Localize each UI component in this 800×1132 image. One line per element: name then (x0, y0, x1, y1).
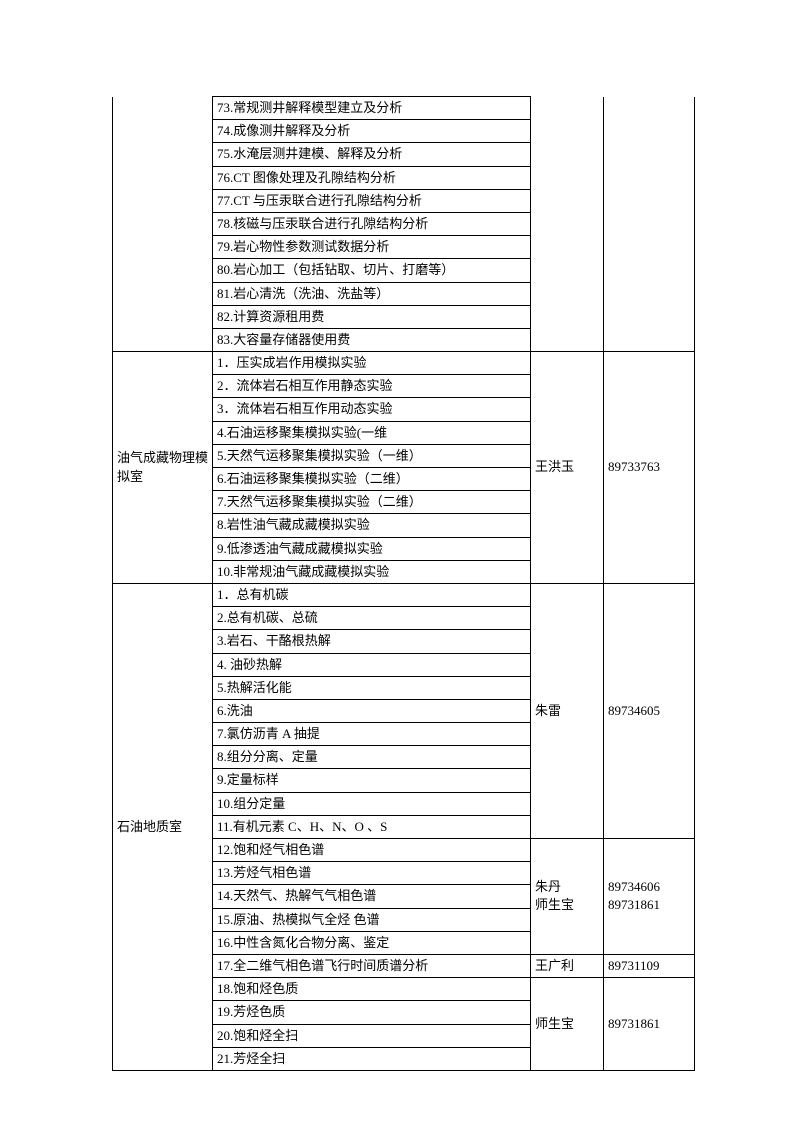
lab-name-cell: 油气成藏物理模拟室 (113, 352, 213, 584)
item-cell: 2．流体岩石相互作用静态实验 (213, 375, 531, 398)
item-cell: 73.常规测井解释模型建立及分析 (213, 97, 531, 120)
item-cell: 74.成像测井解释及分析 (213, 120, 531, 143)
item-cell: 3．流体岩石相互作用动态实验 (213, 398, 531, 421)
item-cell: 3.岩石、干酪根热解 (213, 630, 531, 653)
contact-phone-cell: 8973460689731861 (604, 839, 695, 955)
item-cell: 82.计算资源租用费 (213, 305, 531, 328)
item-cell: 77.CT 与压汞联合进行孔隙结构分析 (213, 189, 531, 212)
item-cell: 6.洗油 (213, 699, 531, 722)
item-cell: 79.岩心物性参数测试数据分析 (213, 236, 531, 259)
page-content: 73.常规测井解释模型建立及分析74.成像测井解释及分析75.水淹层测井建模、解… (112, 96, 694, 1071)
table-row: 石油地质室1．总有机碳朱雷89734605 (113, 583, 695, 606)
contact-phone-cell: 89734605 (604, 583, 695, 838)
item-cell: 2.总有机碳、总硫 (213, 607, 531, 630)
item-cell: 17.全二维气相色谱飞行时间质谱分析 (213, 954, 531, 977)
table-row: 73.常规测井解释模型建立及分析 (113, 97, 695, 120)
item-cell: 5.天然气运移聚集模拟实验（一维） (213, 444, 531, 467)
contact-person-cell: 王广利 (531, 954, 604, 977)
item-cell: 10.组分定量 (213, 792, 531, 815)
item-cell: 19.芳烃色质 (213, 1001, 531, 1024)
item-cell: 15.原油、热模拟气全烃 色谱 (213, 908, 531, 931)
lab-items-table: 73.常规测井解释模型建立及分析74.成像测井解释及分析75.水淹层测井建模、解… (112, 96, 695, 1071)
item-cell: 10.非常规油气藏成藏模拟实验 (213, 560, 531, 583)
contact-person-cell: 师生宝 (531, 978, 604, 1071)
item-cell: 21.芳烃全扫 (213, 1047, 531, 1070)
item-cell: 81.岩心清洗（洗油、洗盐等） (213, 282, 531, 305)
contact-phone-cell: 89733763 (604, 352, 695, 584)
item-cell: 12.饱和烃气相色谱 (213, 839, 531, 862)
item-cell: 20.饱和烃全扫 (213, 1024, 531, 1047)
contact-phone-cell (604, 97, 695, 352)
item-cell: 76.CT 图像处理及孔隙结构分析 (213, 166, 531, 189)
item-cell: 7.氯仿沥青 A 抽提 (213, 723, 531, 746)
item-cell: 14.天然气、热解气气相色谱 (213, 885, 531, 908)
item-cell: 7.天然气运移聚集模拟实验（二维） (213, 491, 531, 514)
contact-person-cell (531, 97, 604, 352)
item-cell: 8.组分分离、定量 (213, 746, 531, 769)
item-cell: 5.热解活化能 (213, 676, 531, 699)
contact-phone-cell: 89731109 (604, 954, 695, 977)
contact-person-cell: 王洪玉 (531, 352, 604, 584)
item-cell: 1．压实成岩作用模拟实验 (213, 352, 531, 375)
item-cell: 78.核磁与压汞联合进行孔隙结构分析 (213, 212, 531, 235)
item-cell: 80.岩心加工（包括钻取、切片、打磨等） (213, 259, 531, 282)
item-cell: 9.定量标样 (213, 769, 531, 792)
lab-name-cell: 石油地质室 (113, 583, 213, 1070)
contact-person-cell: 朱丹师生宝 (531, 839, 604, 955)
item-cell: 16.中性含氮化合物分离、鉴定 (213, 931, 531, 954)
item-cell: 75.水淹层测井建模、解释及分析 (213, 143, 531, 166)
item-cell: 11.有机元素 C、H、N、O 、S (213, 815, 531, 838)
lab-name-cell (113, 97, 213, 352)
item-cell: 6.石油运移聚集模拟实验（二维） (213, 468, 531, 491)
item-cell: 8.岩性油气藏成藏模拟实验 (213, 514, 531, 537)
item-cell: 13.芳烃气相色谱 (213, 862, 531, 885)
item-cell: 18.饱和烃色质 (213, 978, 531, 1001)
item-cell: 4.石油运移聚集模拟实验(一维 (213, 421, 531, 444)
contact-person-cell: 朱雷 (531, 583, 604, 838)
table-row: 油气成藏物理模拟室1．压实成岩作用模拟实验王洪玉89733763 (113, 352, 695, 375)
item-cell: 4. 油砂热解 (213, 653, 531, 676)
contact-phone-cell: 89731861 (604, 978, 695, 1071)
item-cell: 1．总有机碳 (213, 583, 531, 606)
item-cell: 83.大容量存储器使用费 (213, 328, 531, 351)
item-cell: 9.低渗透油气藏成藏模拟实验 (213, 537, 531, 560)
